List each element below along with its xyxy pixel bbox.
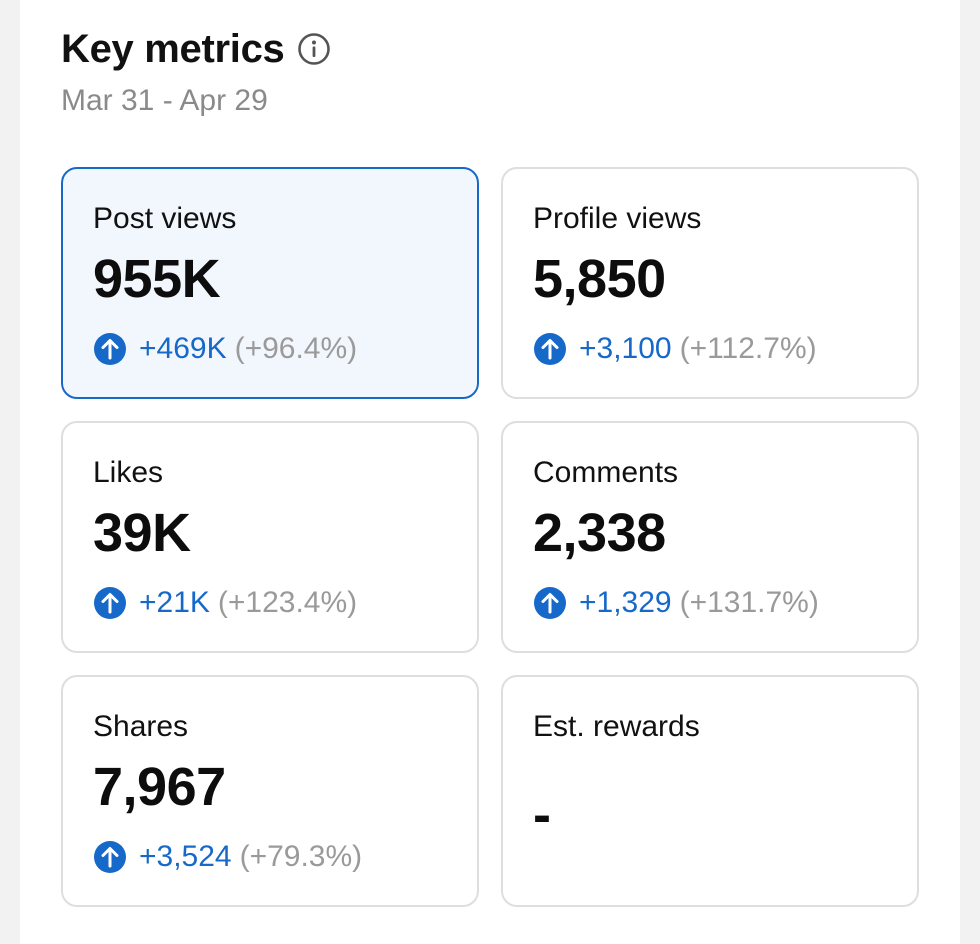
metric-change-percent: (+123.4%): [217, 586, 358, 619]
page-title: Key metrics: [61, 26, 285, 71]
metric-label: Comments: [533, 456, 679, 489]
metric-card-comments[interactable]: Comments 2,338 +1,329 (+131.7%): [501, 421, 919, 653]
metric-label: Profile views: [533, 202, 702, 235]
date-range: Mar 31 - Apr 29: [61, 84, 268, 117]
metric-label: Shares: [93, 710, 189, 743]
metric-card-likes[interactable]: Likes 39K +21K (+123.4%): [61, 421, 479, 653]
metric-change-percent: (+112.7%): [679, 332, 817, 365]
metric-label: Est. rewards: [533, 710, 700, 743]
metric-value: 2,338: [533, 503, 666, 563]
metric-change-percent: (+131.7%): [679, 586, 819, 619]
metric-change-absolute: +1,329: [579, 586, 672, 619]
arrow-up-circle-icon: [533, 586, 567, 620]
arrow-up-circle-icon: [533, 332, 567, 366]
metric-change-absolute: +3,524: [139, 840, 232, 873]
metric-change: +21K (+123.4%): [93, 585, 447, 621]
metric-value: 5,850: [533, 249, 666, 309]
metric-value: 7,967: [93, 757, 226, 817]
metric-label: Post views: [93, 202, 237, 235]
arrow-up-circle-icon: [93, 840, 127, 874]
metric-label: Likes: [93, 456, 164, 489]
metrics-grid: Post views 955K +469K (+96.4%) Profile v…: [61, 167, 919, 907]
info-icon[interactable]: [297, 32, 331, 66]
arrow-up-circle-icon: [93, 332, 127, 366]
metric-change-absolute: +469K: [139, 332, 227, 365]
key-metrics-panel: Key metrics Mar 31 - Apr 29 Post views 9…: [20, 0, 960, 944]
metric-value: 955K: [93, 249, 221, 309]
metric-change: +469K (+96.4%): [93, 331, 447, 367]
metric-change-absolute: +21K: [139, 586, 210, 619]
metric-card-profile-views[interactable]: Profile views 5,850 +3,100 (+112.7%): [501, 167, 919, 399]
metric-change: +3,524 (+79.3%): [93, 839, 447, 875]
metric-change-absolute: +3,100: [579, 332, 672, 365]
key-metrics-header: Key metrics Mar 31 - Apr 29: [61, 24, 331, 118]
metric-card-post-views[interactable]: Post views 955K +469K (+96.4%): [61, 167, 479, 399]
arrow-up-circle-icon: [93, 586, 127, 620]
metric-change-percent: (+79.3%): [239, 840, 363, 873]
metric-value: -: [533, 785, 551, 845]
metric-card-est-rewards[interactable]: Est. rewards -: [501, 675, 919, 907]
title-row: Key metrics: [61, 24, 331, 74]
metric-card-shares[interactable]: Shares 7,967 +3,524 (+79.3%): [61, 675, 479, 907]
metric-change-percent: (+96.4%): [234, 332, 358, 365]
metric-change: +1,329 (+131.7%): [533, 585, 887, 621]
metric-value: 39K: [93, 503, 191, 563]
metric-change: +3,100 (+112.7%): [533, 331, 887, 367]
